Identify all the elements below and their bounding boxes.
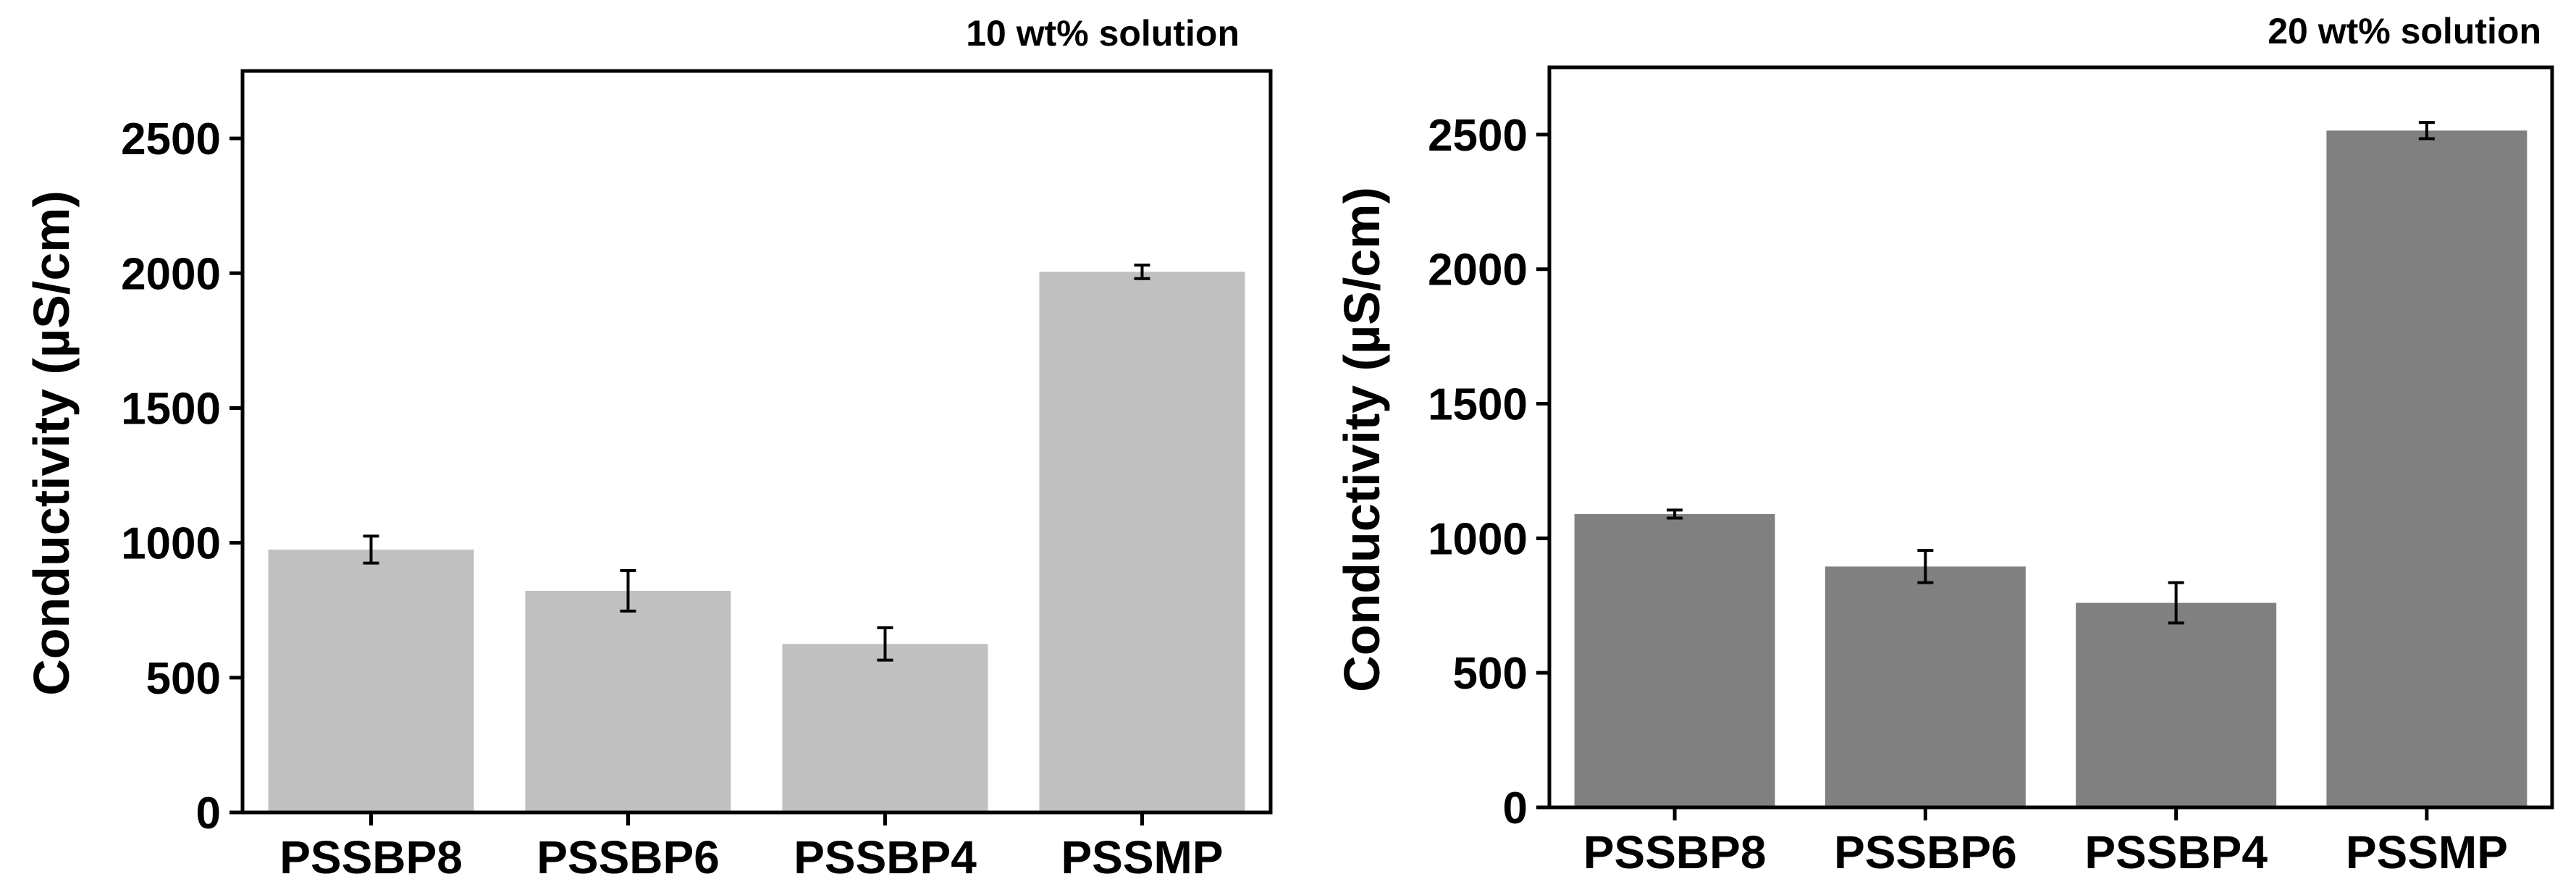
plot-frame — [240, 69, 1273, 815]
x-tick-label-pssbp8: PSSBP8 — [1583, 826, 1767, 878]
bar-pssbp4 — [782, 644, 988, 812]
plot-frame — [1547, 65, 2554, 810]
y-axis-title: Conductivity (µS/cm) — [1334, 187, 1390, 692]
y-tick-label: 0 — [196, 789, 221, 839]
x-tick-label-pssbp6: PSSBP6 — [1834, 826, 2017, 878]
chart-20wt: 0 500 1000 1500 2000 2500 PSSBP8 PSSBP6 PSSBP4 PS… — [1334, 11, 2554, 878]
error-bar-pssmp — [1134, 264, 1150, 280]
error-bar-pssmp — [2418, 121, 2435, 140]
bar-pssmp — [1039, 272, 1245, 813]
x-tick-label-pssbp8: PSSBP8 — [279, 831, 463, 883]
y-axis-title: Conductivity (µS/cm) — [23, 190, 80, 696]
error-bar-pssbp8 — [363, 534, 379, 565]
x-tick-label-pssmp: PSSMP — [1061, 831, 1223, 883]
chart-title: 10 wt% solution — [966, 13, 1239, 54]
y-tick-label: 2500 — [1428, 111, 1528, 161]
y-tick-label: 2000 — [121, 249, 221, 299]
bar-pssbp8 — [268, 549, 474, 812]
error-bar-pssbp8 — [1667, 508, 1683, 520]
bar-pssmp — [2326, 130, 2527, 808]
y-tick-label: 500 — [1453, 649, 1528, 699]
y-tick-label: 1000 — [1428, 514, 1528, 564]
x-tick-label-pssbp6: PSSBP6 — [536, 831, 720, 883]
x-tick-label-pssbp4: PSSBP4 — [794, 831, 977, 883]
error-bar-pssbp6 — [620, 568, 636, 613]
y-tick-label: 1500 — [121, 384, 221, 434]
y-tick-label: 2500 — [121, 114, 221, 164]
y-tick-label: 500 — [146, 654, 221, 704]
error-bar-pssbp4 — [2168, 581, 2184, 625]
bar-pssbp4 — [2076, 602, 2277, 807]
error-bar-pssbp6 — [1917, 549, 1934, 584]
chart-title: 20 wt% solution — [2268, 11, 2541, 51]
error-bar-pssbp4 — [877, 626, 893, 662]
bar-pssbp6 — [1824, 566, 2026, 807]
y-tick-label: 2000 — [1428, 245, 1528, 295]
chart-10wt: 0 500 1000 1500 2000 2500 PSSBP8 PSSBP6 PSSBP4 PS… — [23, 13, 1273, 883]
x-tick-label-pssmp: PSSMP — [2346, 826, 2508, 878]
y-tick-label: 1500 — [1428, 380, 1528, 430]
bar-pssbp8 — [1574, 513, 1775, 807]
y-tick-label: 0 — [1503, 783, 1528, 833]
x-tick-label-pssbp4: PSSBP4 — [2084, 826, 2268, 878]
bar-pssbp6 — [525, 590, 731, 812]
y-tick-label: 1000 — [121, 519, 221, 569]
